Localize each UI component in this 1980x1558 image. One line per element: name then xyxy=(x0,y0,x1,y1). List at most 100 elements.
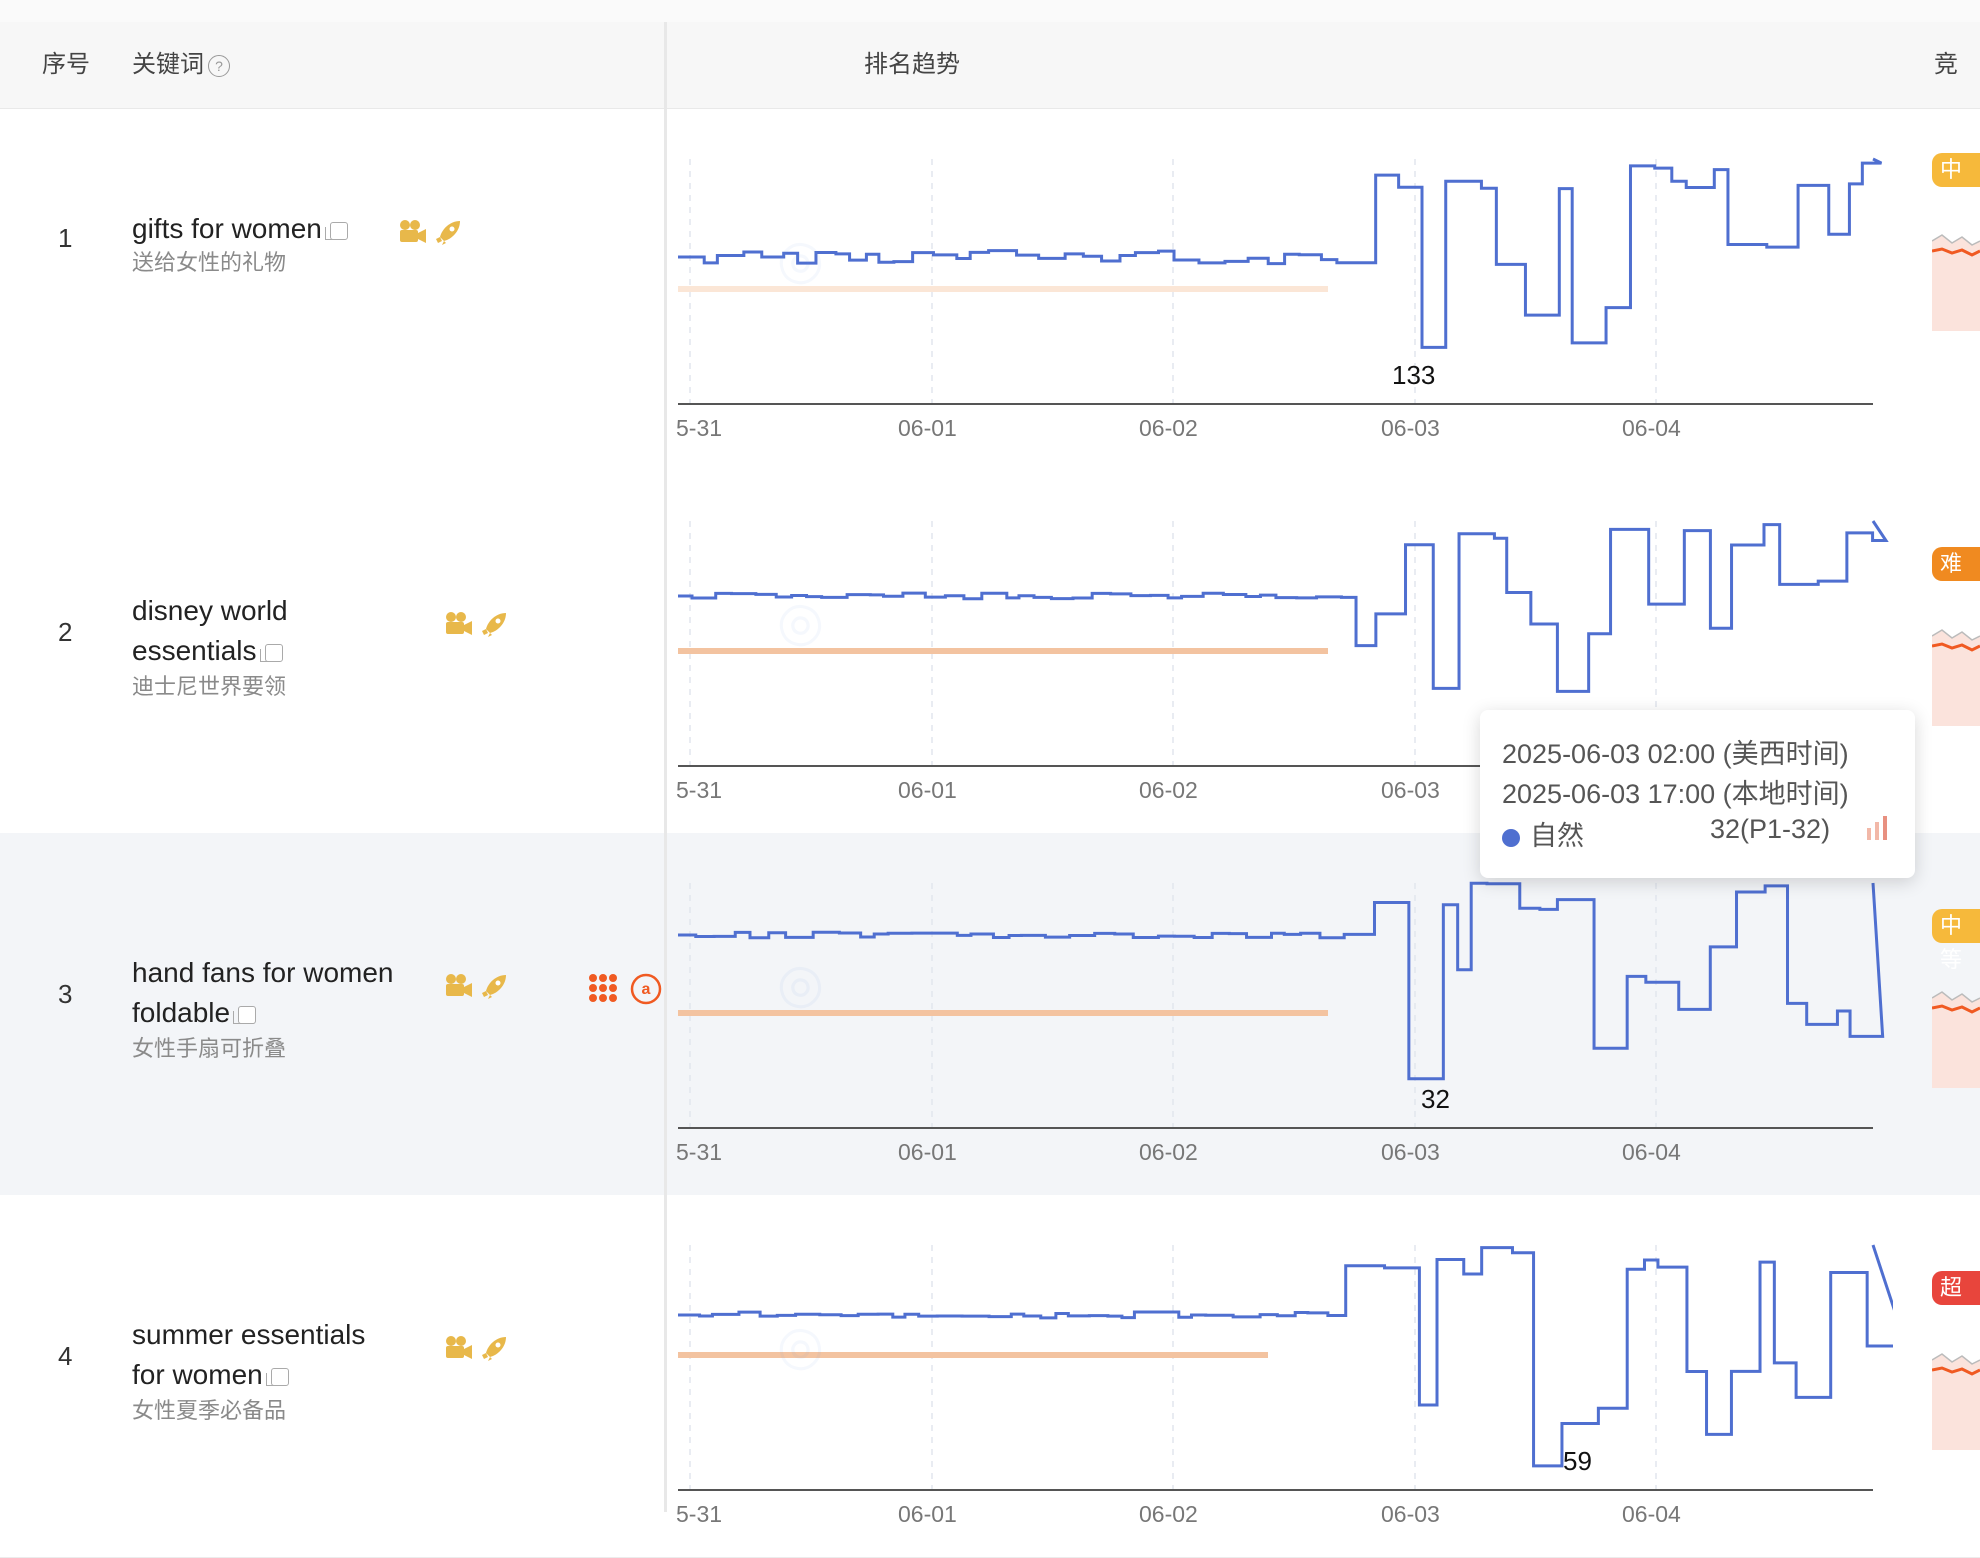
x-tick-label: 06-02 xyxy=(1139,777,1198,803)
keyword-line-text: foldable xyxy=(132,997,231,1028)
rank-trend-chart[interactable]: 5-31 06-01 06-02 06-03 06-04 32 xyxy=(668,853,1893,1183)
copy-icon[interactable] xyxy=(259,643,283,662)
row-index: 4 xyxy=(58,1341,73,1371)
competition-level-badge: 中等 xyxy=(1932,909,1980,972)
keyword-line: foldable xyxy=(132,993,432,1033)
rank-series-line[interactable] xyxy=(678,157,1883,349)
keyword-badges xyxy=(444,973,508,1006)
keyword-line: for women xyxy=(132,1355,432,1395)
rocket-icon[interactable] xyxy=(480,611,508,644)
rank-series-line[interactable] xyxy=(678,881,1885,1081)
competition-mini-chart xyxy=(1931,616,1980,726)
competition-level-badge: 中等 xyxy=(1932,153,1980,216)
header-index: 序号 xyxy=(42,51,90,78)
video-icon[interactable] xyxy=(444,1335,474,1368)
x-tick-label: 06-04 xyxy=(1622,1501,1681,1527)
rank-trend-svg[interactable]: 5-31 06-01 06-02 06-03 06-04 59 xyxy=(668,1215,1893,1545)
competition-mini-chart xyxy=(1931,978,1980,1088)
rank-trend-chart[interactable]: 5-31 06-01 06-02 06-03 06-04 133 xyxy=(668,129,1893,459)
keyword-line: summer essentials xyxy=(132,1319,366,1350)
table-row[interactable]: 3 hand fans for women foldable 女性手扇可折叠 a 5-31… xyxy=(0,833,1980,1196)
column-divider xyxy=(664,22,667,1512)
keyword-text[interactable]: summer essentials for women xyxy=(132,1315,432,1395)
row-index: 1 xyxy=(58,223,73,253)
tooltip-time-local: 2025-06-03 17:00 (本地时间) xyxy=(1502,779,1849,809)
x-tick-label: 06-02 xyxy=(1139,1139,1198,1165)
x-tick-label: 5-31 xyxy=(676,777,722,803)
rocket-icon[interactable] xyxy=(480,973,508,1006)
keyword-translation: 女性夏季必备品 xyxy=(132,1398,287,1423)
keyword-line: gifts for women xyxy=(132,209,432,249)
x-tick-label: 06-02 xyxy=(1139,415,1198,441)
copy-icon[interactable] xyxy=(265,1367,289,1386)
x-tick-label: 06-01 xyxy=(898,415,957,441)
x-tick-label: 06-03 xyxy=(1381,1139,1440,1165)
row-index: 3 xyxy=(58,979,73,1009)
source-icons: a xyxy=(588,973,662,1010)
x-tick-label: 5-31 xyxy=(676,1501,722,1527)
rank-series-line[interactable] xyxy=(678,1244,1893,1468)
competition-level-badge: 超难 xyxy=(1932,1271,1980,1334)
keyword-badges xyxy=(398,219,462,252)
keyword-translation: 女性手扇可折叠 xyxy=(132,1036,287,1061)
competition-level-badge: 难 xyxy=(1932,547,1980,581)
x-tick-label: 06-03 xyxy=(1381,415,1440,441)
x-tick-label: 06-01 xyxy=(898,777,957,803)
tooltip-time-us: 2025-06-03 02:00 (美西时间) xyxy=(1502,739,1849,769)
copy-icon[interactable] xyxy=(233,1005,257,1024)
series-dot-icon xyxy=(1502,828,1520,847)
rank-trend-svg[interactable]: 5-31 06-01 06-02 06-03 06-04 32 xyxy=(668,853,1893,1183)
table-row[interactable]: 4 summer essentials for women 女性夏季必备品 5-31 06… xyxy=(0,1195,1980,1558)
min-rank-label: 133 xyxy=(1392,360,1435,390)
video-icon[interactable] xyxy=(398,219,428,252)
keyword-text[interactable]: hand fans for women foldable xyxy=(132,953,432,1033)
bar-chart-icon xyxy=(1865,814,1889,849)
keyword-line: disney world xyxy=(132,595,288,626)
keyword-badges xyxy=(444,611,508,644)
rank-trend-chart[interactable]: 5-31 06-01 06-02 06-03 06-04 59 xyxy=(668,1215,1893,1545)
tooltip-series-name: 自然 xyxy=(1530,821,1584,851)
rank-trend-svg[interactable]: 5-31 06-01 06-02 06-03 06-04 133 xyxy=(668,129,1893,459)
keyword-translation: 送给女性的礼物 xyxy=(132,250,287,275)
keyword-line-text: gifts for women xyxy=(132,213,322,244)
help-icon[interactable]: ? xyxy=(208,54,230,77)
table-header: 序号 关键词? 排名趋势 竞争 xyxy=(0,22,1980,164)
x-tick-label: 06-01 xyxy=(898,1501,957,1527)
keyword-line: hand fans for women xyxy=(132,957,394,988)
x-tick-label: 5-31 xyxy=(676,1139,722,1165)
competition-mini-chart xyxy=(1931,1340,1980,1450)
copy-icon[interactable] xyxy=(324,221,348,240)
amazon-icon[interactable]: a xyxy=(630,973,662,1010)
keyword-badges xyxy=(444,1335,508,1368)
min-rank-label: 59 xyxy=(1563,1446,1592,1476)
keyword-line: essentials xyxy=(132,631,432,671)
x-tick-label: 06-03 xyxy=(1381,777,1440,803)
rocket-icon[interactable] xyxy=(480,1335,508,1368)
tooltip-series-value: 32(P1-32) xyxy=(1710,814,1831,844)
header-keyword-label: 关键词 xyxy=(132,51,204,78)
tooltip-series: 自然 xyxy=(1502,814,1584,853)
table-row[interactable]: 1 gifts for women 送给女性的礼物 5-31 06-01 06-02 06-… xyxy=(0,109,1980,472)
header-trend[interactable]: 排名趋势 xyxy=(864,51,960,78)
video-icon[interactable] xyxy=(444,611,474,644)
rank-series-line[interactable] xyxy=(678,520,1889,693)
x-tick-label: 06-04 xyxy=(1622,415,1681,441)
rocket-icon[interactable] xyxy=(434,219,462,252)
header-keyword: 关键词? xyxy=(132,22,230,108)
min-rank-label: 32 xyxy=(1421,1084,1450,1114)
keyword-text[interactable]: disney world essentials xyxy=(132,591,432,671)
keyword-text[interactable]: gifts for women xyxy=(132,209,432,249)
row-index: 2 xyxy=(58,617,73,647)
keyword-line-text: for women xyxy=(132,1359,263,1390)
x-tick-label: 06-01 xyxy=(898,1139,957,1165)
competition-mini-chart xyxy=(1931,221,1980,331)
video-icon[interactable] xyxy=(444,973,474,1006)
top-strip xyxy=(0,0,1980,23)
keyword-translation: 迪士尼世界要领 xyxy=(132,674,287,699)
x-tick-label: 06-04 xyxy=(1622,1139,1681,1165)
grid-icon[interactable] xyxy=(588,973,618,1010)
keyword-line-text: essentials xyxy=(132,635,257,666)
header-competition[interactable]: 竞争 xyxy=(1934,51,1958,164)
x-tick-label: 06-03 xyxy=(1381,1501,1440,1527)
chart-tooltip: 2025-06-03 02:00 (美西时间) 2025-06-03 17:00… xyxy=(1480,710,1915,878)
